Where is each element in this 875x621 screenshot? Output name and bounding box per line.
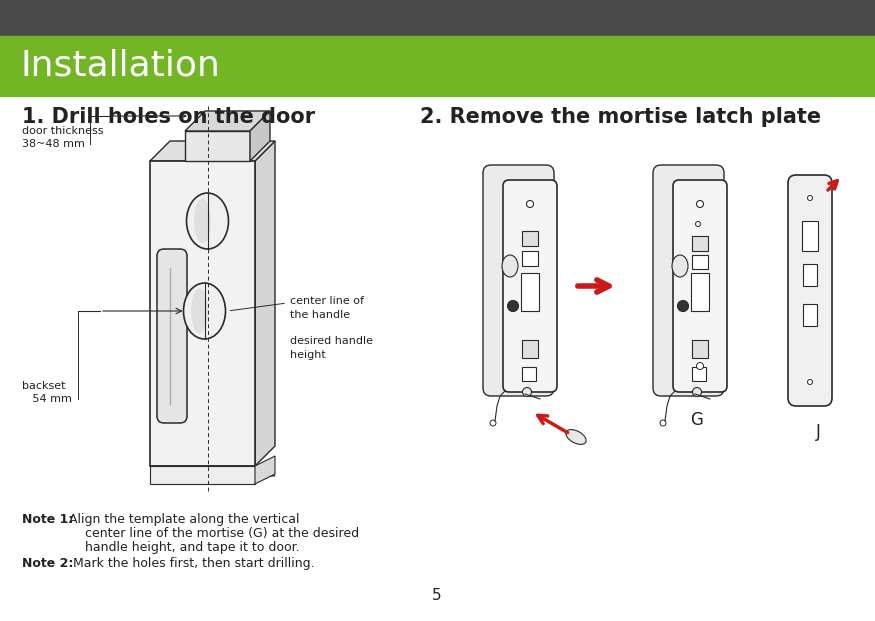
Text: Note 2:: Note 2: xyxy=(22,557,74,570)
Bar xyxy=(522,231,538,246)
Ellipse shape xyxy=(660,420,666,426)
Polygon shape xyxy=(255,456,275,484)
Ellipse shape xyxy=(184,283,226,339)
Ellipse shape xyxy=(677,301,689,312)
Bar xyxy=(0,36,875,96)
Text: 5: 5 xyxy=(432,588,442,603)
Polygon shape xyxy=(150,141,275,161)
Ellipse shape xyxy=(808,379,813,384)
Ellipse shape xyxy=(692,388,702,396)
Bar xyxy=(522,251,538,266)
Text: center line of the mortise (G) at the desired: center line of the mortise (G) at the de… xyxy=(85,527,359,540)
Ellipse shape xyxy=(527,201,534,207)
Text: height: height xyxy=(290,350,326,360)
Text: backset: backset xyxy=(22,381,66,391)
FancyBboxPatch shape xyxy=(483,165,554,396)
Bar xyxy=(0,0,875,36)
Ellipse shape xyxy=(566,430,586,445)
Bar xyxy=(802,221,818,251)
Ellipse shape xyxy=(191,289,208,333)
Ellipse shape xyxy=(808,196,813,201)
Text: 38~48 mm: 38~48 mm xyxy=(22,139,85,149)
Text: 2. Remove the mortise latch plate: 2. Remove the mortise latch plate xyxy=(420,107,821,127)
Bar xyxy=(692,255,708,269)
Bar xyxy=(185,131,250,161)
Ellipse shape xyxy=(194,199,211,243)
Ellipse shape xyxy=(696,201,704,207)
Text: 1. Drill holes on the door: 1. Drill holes on the door xyxy=(22,107,315,127)
Ellipse shape xyxy=(186,193,228,249)
Polygon shape xyxy=(150,466,275,476)
Text: 54 mm: 54 mm xyxy=(29,394,72,404)
Text: desired handle: desired handle xyxy=(290,336,373,346)
Bar xyxy=(803,264,817,286)
Ellipse shape xyxy=(490,420,496,426)
Text: Align the template along the vertical: Align the template along the vertical xyxy=(65,513,299,526)
Polygon shape xyxy=(250,111,270,161)
Bar xyxy=(692,340,708,358)
Ellipse shape xyxy=(502,255,518,277)
FancyBboxPatch shape xyxy=(653,165,724,396)
Bar xyxy=(691,273,709,311)
Bar xyxy=(521,273,539,311)
Bar xyxy=(150,161,255,466)
FancyBboxPatch shape xyxy=(157,249,187,423)
Bar xyxy=(803,304,817,326)
Text: center line of: center line of xyxy=(290,296,364,306)
Text: Installation: Installation xyxy=(20,49,220,83)
Ellipse shape xyxy=(522,388,531,396)
Text: G: G xyxy=(690,411,704,429)
Ellipse shape xyxy=(696,222,701,227)
Text: Note 1:: Note 1: xyxy=(22,513,74,526)
Bar xyxy=(522,367,536,381)
Bar xyxy=(522,340,538,358)
Bar xyxy=(692,236,708,251)
Bar xyxy=(150,466,255,484)
Bar xyxy=(692,367,706,381)
Polygon shape xyxy=(255,141,275,466)
Polygon shape xyxy=(185,111,270,131)
Text: door thickness: door thickness xyxy=(22,126,103,136)
Ellipse shape xyxy=(696,363,704,369)
Text: J: J xyxy=(816,423,821,441)
Text: handle height, and tape it to door.: handle height, and tape it to door. xyxy=(85,541,299,554)
Text: Mark the holes first, then start drilling.: Mark the holes first, then start drillin… xyxy=(69,557,315,570)
FancyBboxPatch shape xyxy=(673,180,727,392)
Text: the handle: the handle xyxy=(290,310,350,320)
FancyBboxPatch shape xyxy=(788,175,832,406)
FancyBboxPatch shape xyxy=(503,180,557,392)
Ellipse shape xyxy=(507,301,519,312)
Ellipse shape xyxy=(672,255,688,277)
